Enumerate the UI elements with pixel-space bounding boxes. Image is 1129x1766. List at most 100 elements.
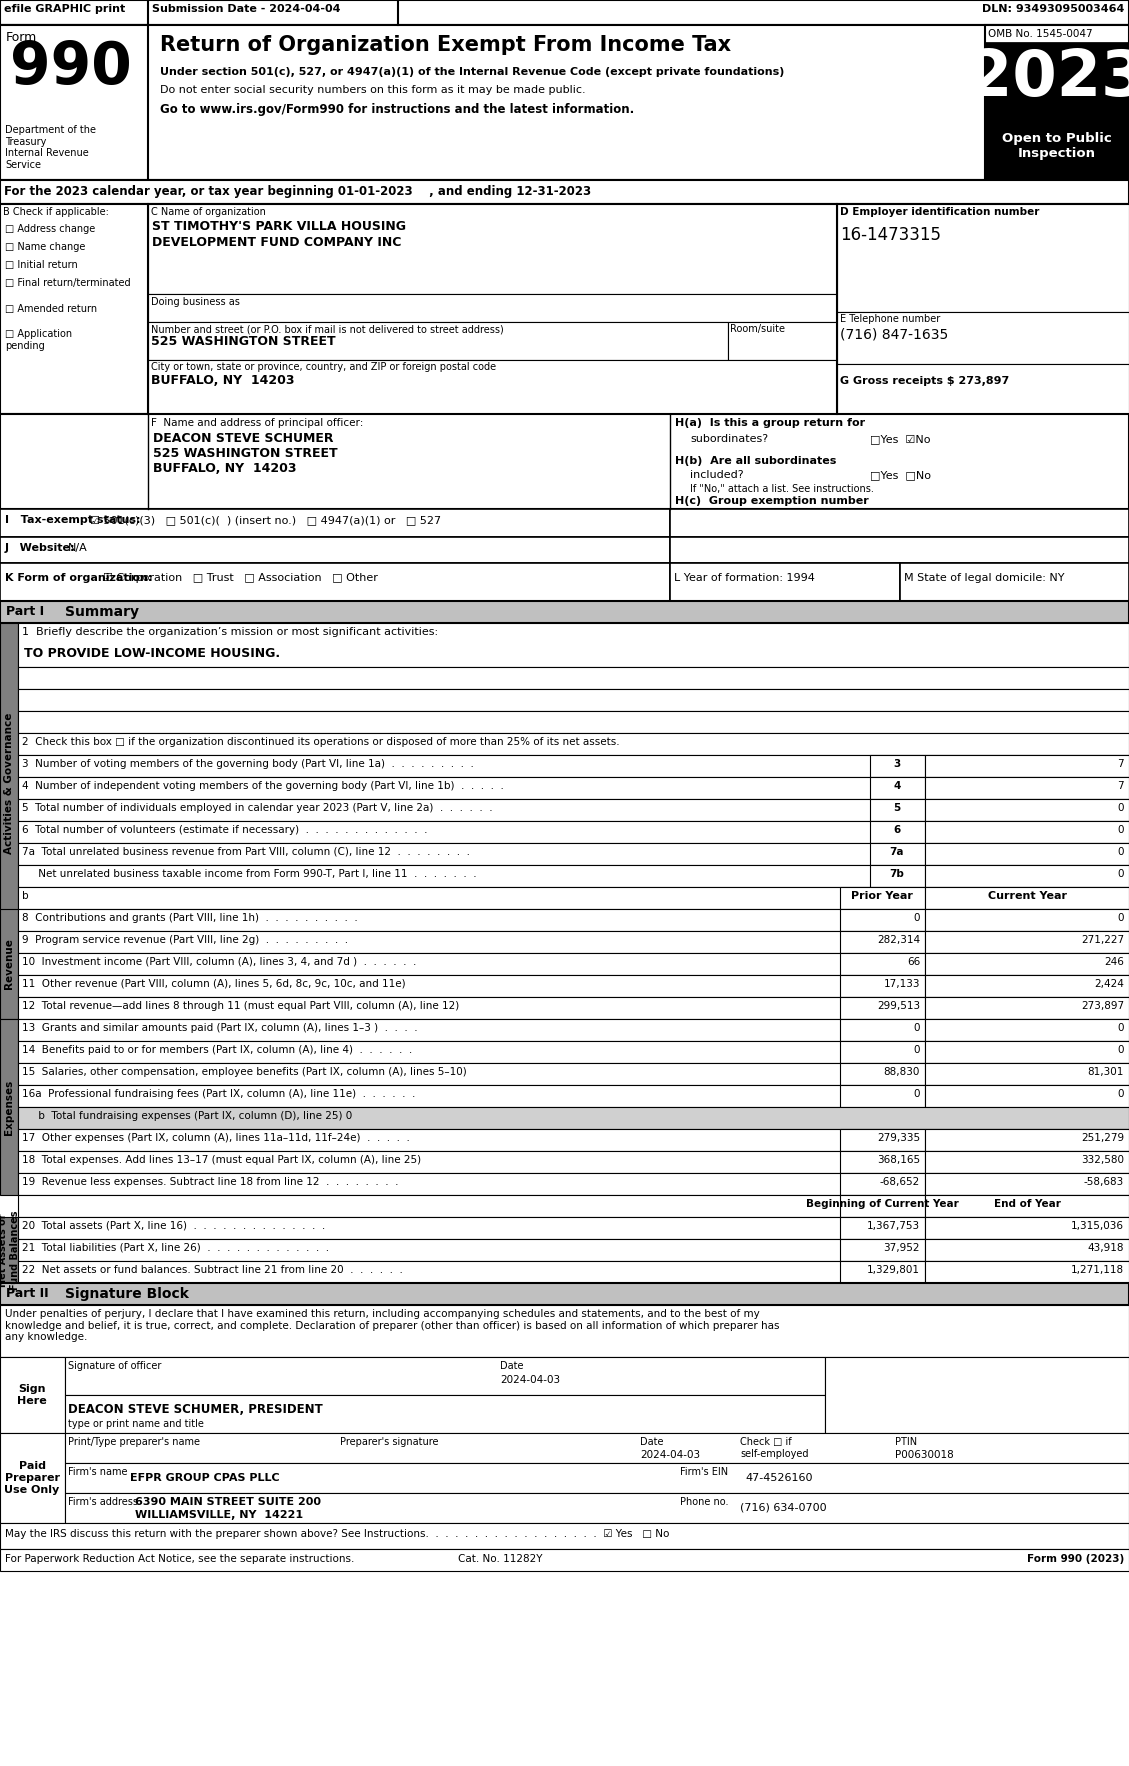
Text: Open to Public
Inspection: Open to Public Inspection	[1003, 132, 1112, 161]
Bar	[925, 887, 1129, 909]
Text: 1,315,036: 1,315,036	[1071, 1220, 1124, 1231]
Bar	[840, 1151, 925, 1173]
Bar	[65, 1492, 1129, 1522]
Bar	[18, 842, 1129, 865]
Bar	[0, 1549, 1129, 1572]
Bar	[925, 975, 1129, 998]
Text: □Yes  □No: □Yes □No	[870, 470, 931, 480]
Text: Signature of officer: Signature of officer	[68, 1362, 161, 1370]
Bar	[65, 1432, 1129, 1462]
Text: If "No," attach a list. See instructions.: If "No," attach a list. See instructions…	[690, 484, 874, 494]
Text: □ Amended return: □ Amended return	[5, 304, 97, 314]
Text: 22  Net assets or fund balances. Subtract line 21 from line 20  .  .  .  .  .  .: 22 Net assets or fund balances. Subtract…	[21, 1264, 403, 1275]
Text: 6  Total number of volunteers (estimate if necessary)  .  .  .  .  .  .  .  .  .: 6 Total number of volunteers (estimate i…	[21, 825, 428, 835]
Bar	[840, 1217, 925, 1240]
Bar	[18, 975, 1129, 998]
Text: 20  Total assets (Part X, line 16)  .  .  .  .  .  .  .  .  .  .  .  .  .  .: 20 Total assets (Part X, line 16) . . . …	[21, 1220, 325, 1231]
Text: 18  Total expenses. Add lines 13–17 (must equal Part IX, column (A), line 25): 18 Total expenses. Add lines 13–17 (must…	[21, 1155, 421, 1166]
Text: Firm's address: Firm's address	[68, 1498, 138, 1506]
Text: □ Application
pending: □ Application pending	[5, 328, 72, 351]
Text: BUFFALO, NY  14203: BUFFALO, NY 14203	[154, 463, 297, 475]
Bar	[18, 887, 1129, 909]
Bar	[0, 0, 1129, 25]
Bar	[18, 821, 1129, 842]
Bar	[18, 689, 1129, 712]
Text: Print/Type preparer's name: Print/Type preparer's name	[68, 1438, 200, 1446]
Bar	[65, 1356, 825, 1395]
Bar	[18, 998, 1129, 1019]
Text: Expenses: Expenses	[5, 1079, 14, 1134]
Bar	[925, 777, 1129, 798]
Text: 525 WASHINGTON STREET: 525 WASHINGTON STREET	[154, 447, 338, 459]
Text: 1,367,753: 1,367,753	[867, 1220, 920, 1231]
Text: D Employer identification number: D Employer identification number	[840, 207, 1040, 217]
Bar	[18, 1019, 1129, 1040]
Bar	[18, 733, 1129, 756]
Bar	[18, 865, 1129, 887]
Bar	[925, 998, 1129, 1019]
Text: 368,165: 368,165	[877, 1155, 920, 1166]
Bar	[925, 1173, 1129, 1196]
Bar	[148, 205, 837, 293]
Text: Go to www.irs.gov/Form990 for instructions and the latest information.: Go to www.irs.gov/Form990 for instructio…	[160, 102, 634, 117]
Bar	[0, 623, 18, 943]
Text: 0: 0	[1118, 825, 1124, 835]
Text: 0: 0	[1118, 804, 1124, 812]
Text: F  Name and address of principal officer:: F Name and address of principal officer:	[151, 419, 364, 427]
Text: ☑ 501(c)(3)   □ 501(c)(  ) (insert no.)   □ 4947(a)(1) or   □ 527: ☑ 501(c)(3) □ 501(c)( ) (insert no.) □ 4…	[90, 516, 441, 525]
Text: J   Website:: J Website:	[5, 542, 76, 553]
Bar	[0, 1356, 65, 1432]
Text: 6: 6	[893, 825, 901, 835]
Text: Prior Year: Prior Year	[851, 892, 913, 901]
Text: 13  Grants and similar amounts paid (Part IX, column (A), lines 1–3 )  .  .  .  : 13 Grants and similar amounts paid (Part…	[21, 1023, 418, 1033]
Text: 0: 0	[1118, 1023, 1124, 1033]
Text: 282,314: 282,314	[877, 934, 920, 945]
Text: M State of legal domicile: NY: M State of legal domicile: NY	[904, 572, 1065, 583]
Bar	[148, 293, 837, 321]
Text: 8  Contributions and grants (Part VIII, line 1h)  .  .  .  .  .  .  .  .  .  .: 8 Contributions and grants (Part VIII, l…	[21, 913, 358, 924]
Text: Department of the
Treasury
Internal Revenue
Service: Department of the Treasury Internal Reve…	[5, 125, 96, 170]
Text: 0: 0	[1118, 913, 1124, 924]
Text: 16a  Professional fundraising fees (Part IX, column (A), line 11e)  .  .  .  .  : 16a Professional fundraising fees (Part …	[21, 1090, 415, 1098]
Bar	[18, 668, 1129, 689]
Text: 5: 5	[893, 804, 901, 812]
Bar	[840, 909, 925, 931]
Bar	[669, 537, 1129, 563]
Bar	[925, 931, 1129, 954]
Bar	[840, 1196, 925, 1217]
Bar	[925, 1128, 1129, 1151]
Bar	[925, 1040, 1129, 1063]
Text: DEVELOPMENT FUND COMPANY INC: DEVELOPMENT FUND COMPANY INC	[152, 237, 402, 249]
Bar	[837, 313, 1129, 364]
Bar	[18, 777, 1129, 798]
Text: 9  Program service revenue (Part VIII, line 2g)  .  .  .  .  .  .  .  .  .: 9 Program service revenue (Part VIII, li…	[21, 934, 348, 945]
Text: 6390 MAIN STREET SUITE 200: 6390 MAIN STREET SUITE 200	[135, 1498, 321, 1506]
Text: 1  Briefly describe the organization’s mission or most significant activities:: 1 Briefly describe the organization’s mi…	[21, 627, 438, 638]
Text: 2024-04-03: 2024-04-03	[500, 1376, 560, 1385]
Bar	[925, 798, 1129, 821]
Text: 21  Total liabilities (Part X, line 26)  .  .  .  .  .  .  .  .  .  .  .  .  .: 21 Total liabilities (Part X, line 26) .…	[21, 1243, 330, 1254]
Text: DEACON STEVE SCHUMER: DEACON STEVE SCHUMER	[154, 433, 333, 445]
Text: EFPR GROUP CPAS PLLC: EFPR GROUP CPAS PLLC	[130, 1473, 280, 1483]
Text: □ Name change: □ Name change	[5, 242, 86, 253]
Text: Preparer's signature: Preparer's signature	[340, 1438, 438, 1446]
Text: 2024-04-03: 2024-04-03	[640, 1450, 700, 1460]
Bar	[925, 756, 1129, 777]
Text: Net Assets or
Fund Balances: Net Assets or Fund Balances	[0, 1210, 20, 1289]
Text: included?: included?	[690, 470, 744, 480]
Text: 990: 990	[10, 39, 132, 95]
Text: DEACON STEVE SCHUMER, PRESIDENT: DEACON STEVE SCHUMER, PRESIDENT	[68, 1402, 323, 1416]
Bar	[870, 842, 925, 865]
Bar	[840, 1063, 925, 1084]
Text: 525 WASHINGTON STREET: 525 WASHINGTON STREET	[151, 336, 335, 348]
Text: 14  Benefits paid to or for members (Part IX, column (A), line 4)  .  .  .  .  .: 14 Benefits paid to or for members (Part…	[21, 1045, 412, 1054]
Text: 0: 0	[913, 1090, 920, 1098]
Text: □ Initial return: □ Initial return	[5, 260, 78, 270]
Bar	[925, 842, 1129, 865]
Text: 1,271,118: 1,271,118	[1071, 1264, 1124, 1275]
Text: 16-1473315: 16-1473315	[840, 226, 940, 244]
Text: 279,335: 279,335	[877, 1134, 920, 1143]
Text: 7a  Total unrelated business revenue from Part VIII, column (C), line 12  .  .  : 7a Total unrelated business revenue from…	[21, 848, 470, 857]
Text: WILLIAMSVILLE, NY  14221: WILLIAMSVILLE, NY 14221	[135, 1510, 303, 1521]
Text: 37,952: 37,952	[884, 1243, 920, 1254]
